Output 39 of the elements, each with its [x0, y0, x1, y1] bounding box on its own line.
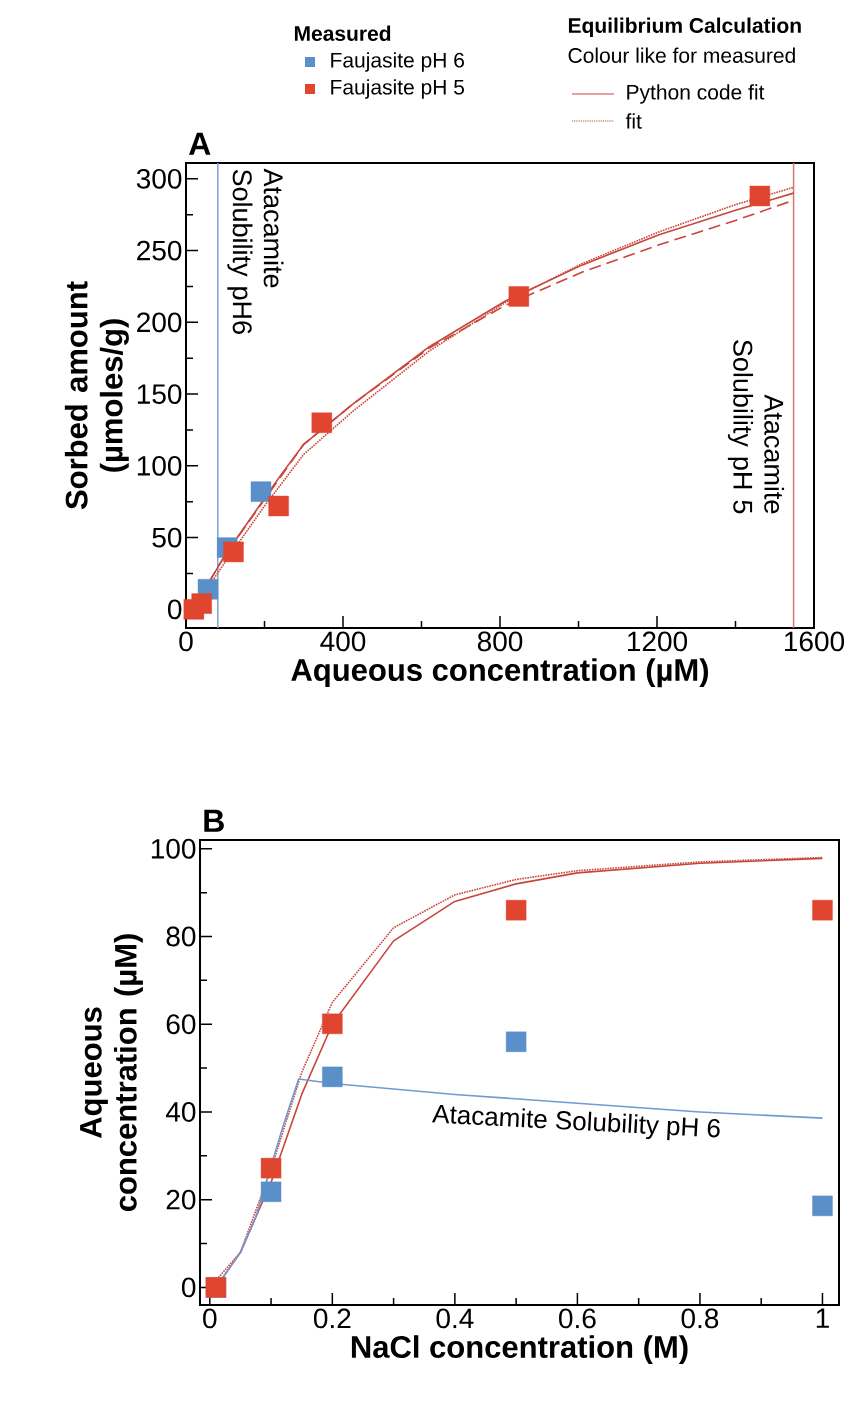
- x-axis-title: NaCl concentration (M): [351, 1335, 688, 1365]
- legend-label: fit: [625, 113, 642, 129]
- x-tick-label: 1600: [784, 631, 845, 652]
- text: Equilibrium Calculation: [568, 17, 801, 38]
- y-tick-label: 250: [137, 240, 182, 261]
- x-tick-label: 0.2: [313, 1308, 351, 1329]
- x-tick-label: 0: [203, 1308, 217, 1329]
- x-tick-label: 800: [477, 631, 523, 652]
- y-tick-label: 50: [152, 527, 182, 548]
- y-tick-label: 100: [151, 838, 196, 859]
- annotation: Atacamite Solubility pH 6: [431, 1104, 720, 1141]
- x-axis-title: Aqueous concentration (µM): [291, 658, 709, 688]
- y-tick-label: 60: [166, 1014, 196, 1035]
- y-axis-title: Aqueous concentration (µM): [80, 934, 143, 1212]
- y-tick-label: 0: [167, 599, 182, 620]
- legend-title: Measured: [294, 25, 391, 41]
- x-tick-label: 0.4: [436, 1308, 474, 1329]
- y-axis-title: Sorbed amount (µmoles/g): [64, 281, 129, 510]
- y-tick-label: 20: [166, 1189, 196, 1210]
- y-tick-label: 40: [165, 1102, 196, 1122]
- y-tick-label: 0: [181, 1277, 196, 1298]
- y-tick-label: 100: [137, 455, 182, 476]
- legend-label: Python code fit: [627, 84, 765, 104]
- x-tick-label: 1200: [627, 631, 688, 652]
- x-tick-label: 400: [320, 631, 366, 652]
- x-tick-label: 0.6: [559, 1308, 596, 1329]
- y-tick-label: 80: [166, 926, 196, 947]
- legend-label: Faujasite pH 6: [331, 52, 464, 72]
- text: Colour like for measured: [568, 47, 795, 63]
- chart-title: A: [189, 132, 211, 155]
- ref-line-label: Atacamite Solubility pH6: [227, 168, 284, 334]
- legend-label: Faujasite pH 5: [331, 79, 465, 99]
- y-tick-label: 200: [137, 312, 182, 333]
- y-tick-label: 150: [137, 384, 182, 404]
- y-tick-label: 300: [136, 168, 182, 189]
- ref-line-label: Atacamite Solubility pH 5: [727, 340, 785, 514]
- chart-title: B: [204, 809, 224, 832]
- x-tick-label: 1: [816, 1308, 829, 1328]
- x-tick-label: 0.8: [681, 1308, 719, 1329]
